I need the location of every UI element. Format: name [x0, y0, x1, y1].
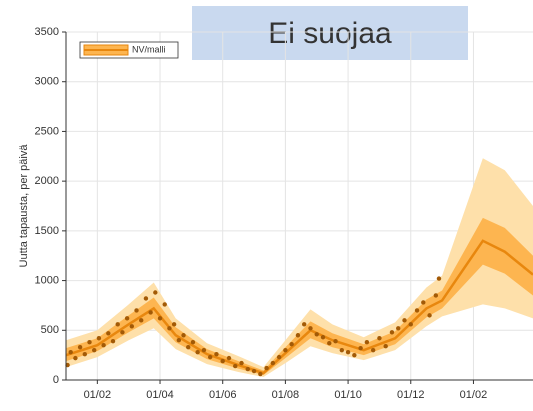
y-tick-label: 3000	[35, 76, 59, 88]
y-tick-label: 1500	[35, 225, 59, 237]
data-point	[370, 347, 376, 353]
x-tick-label: 01/04	[146, 389, 174, 401]
data-point	[106, 331, 111, 336]
data-point	[258, 371, 263, 377]
x-tick-label: 01/10	[334, 389, 362, 401]
data-point	[302, 322, 307, 327]
data-point	[176, 338, 182, 343]
data-point	[220, 358, 225, 364]
data-point	[129, 324, 135, 329]
x-tick-label: 01/12	[397, 389, 425, 401]
legend-label: NV/malli	[132, 44, 166, 54]
title-box	[192, 6, 468, 60]
data-point	[186, 344, 191, 350]
data-point	[96, 336, 102, 341]
data-point	[201, 347, 207, 353]
x-tick-label: 01/06	[209, 389, 237, 401]
data-point	[148, 310, 153, 315]
data-point	[270, 360, 276, 366]
data-point	[171, 322, 177, 327]
y-tick-label: 500	[41, 324, 59, 336]
data-point	[162, 302, 167, 307]
data-point	[239, 360, 244, 366]
y-tick-label: 0	[53, 374, 59, 386]
data-point	[167, 326, 172, 331]
data-point	[358, 345, 363, 351]
data-point	[190, 340, 196, 345]
data-point	[383, 343, 388, 349]
data-point	[427, 313, 432, 318]
data-point	[245, 366, 250, 372]
y-tick-label: 2500	[35, 125, 59, 137]
data-point	[101, 343, 106, 348]
data-point	[82, 351, 88, 357]
data-point	[214, 351, 219, 357]
data-point	[139, 318, 144, 323]
data-point	[195, 349, 200, 355]
data-point	[295, 333, 301, 338]
data-point	[87, 340, 92, 345]
data-point	[283, 347, 288, 353]
data-point	[68, 349, 73, 355]
y-tick-label: 2000	[35, 175, 59, 187]
chart-title: Ei suojaa	[268, 17, 392, 50]
data-point	[402, 318, 407, 323]
data-point	[289, 342, 294, 347]
data-point	[339, 347, 345, 353]
data-point	[73, 355, 78, 361]
data-point	[364, 340, 370, 345]
data-point	[264, 365, 269, 371]
data-point	[333, 339, 338, 344]
data-point	[110, 339, 116, 344]
data-point	[314, 332, 319, 337]
data-point	[396, 326, 401, 331]
data-point	[320, 335, 326, 340]
data-point	[421, 300, 426, 305]
data-point	[115, 322, 120, 327]
x-tick-label: 01/02	[84, 389, 112, 401]
data-point	[226, 355, 232, 361]
data-point	[389, 330, 395, 335]
data-point	[153, 290, 158, 295]
data-point	[251, 368, 257, 374]
data-point	[143, 296, 149, 301]
data-point	[276, 354, 282, 360]
data-point	[77, 344, 83, 350]
y-axis-label: Uutta tapausta, per päivä	[18, 144, 30, 268]
data-point	[207, 354, 213, 360]
data-point	[327, 341, 332, 346]
data-point	[124, 316, 130, 321]
y-tick-label: 1000	[35, 274, 59, 286]
data-point	[92, 347, 97, 353]
data-point	[408, 322, 413, 327]
data-point	[181, 333, 186, 338]
data-point	[436, 276, 442, 281]
data-point	[345, 349, 351, 355]
data-point	[157, 316, 163, 321]
x-tick-label: 01/08	[272, 389, 300, 401]
data-point	[414, 308, 420, 313]
data-point	[377, 336, 382, 341]
data-point	[120, 330, 125, 335]
data-point	[433, 293, 439, 298]
data-point	[233, 363, 238, 369]
data-point	[308, 326, 313, 331]
x-tick-label: 01/02	[460, 389, 488, 401]
y-tick-label: 3500	[35, 26, 59, 38]
data-point	[134, 308, 139, 313]
data-point	[352, 352, 357, 358]
